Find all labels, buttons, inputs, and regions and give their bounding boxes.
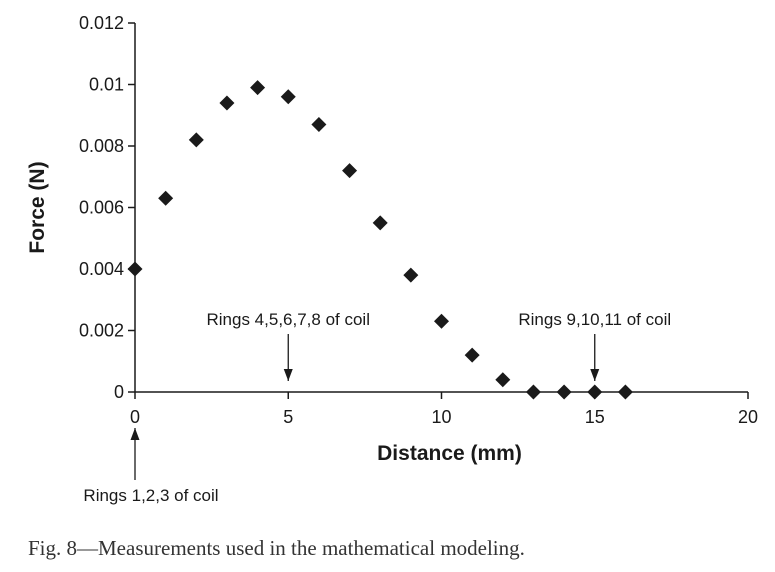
y-tick-label: 0.004	[79, 259, 124, 279]
data-point	[372, 215, 388, 231]
data-point	[280, 89, 296, 105]
data-point	[495, 372, 511, 388]
x-axis-title: Distance (mm)	[377, 442, 522, 465]
data-point	[127, 261, 143, 277]
y-tick-label: 0.006	[79, 198, 124, 218]
data-point	[464, 347, 480, 363]
data-point	[311, 116, 327, 132]
y-axis-title: Force (N)	[26, 161, 49, 253]
x-tick-label: 20	[738, 407, 758, 427]
y-tick-label: 0.008	[79, 136, 124, 156]
data-point	[219, 95, 235, 111]
annotation-arrowhead	[590, 369, 600, 381]
data-point	[434, 313, 449, 329]
x-tick-label: 5	[283, 407, 293, 427]
data-point	[158, 190, 174, 206]
x-tick-label: 15	[585, 407, 605, 427]
data-points	[127, 80, 633, 400]
axes	[134, 23, 748, 393]
y-tick-label: 0.012	[79, 13, 124, 33]
data-point	[250, 80, 266, 96]
annotation-arrowhead	[130, 428, 140, 440]
annotation-label: Rings 1,2,3 of coil	[83, 486, 218, 505]
x-tick-label: 0	[130, 407, 140, 427]
data-point	[342, 163, 358, 179]
data-point	[188, 132, 204, 148]
data-point	[587, 384, 603, 400]
y-tick-label: 0.01	[89, 75, 124, 95]
annotations: Rings 1,2,3 of coil Rings 4,5,6,7,8 of co…	[83, 310, 671, 505]
data-point	[525, 384, 541, 400]
y-tick-label: 0.002	[79, 321, 124, 341]
y-ticks: 0 0.002 0.004 0.006 0.008 0.01 0.012	[79, 13, 135, 402]
x-ticks: 0 5 10 15 20	[130, 392, 758, 427]
x-tick-label: 10	[431, 407, 451, 427]
data-point	[556, 384, 572, 400]
annotation-arrowhead	[283, 369, 293, 381]
figure-caption: Fig. 8—Measurements used in the mathemat…	[28, 536, 525, 560]
annotation-label: Rings 4,5,6,7,8 of coil	[207, 310, 370, 329]
data-point	[403, 267, 419, 283]
annotation-label: Rings 9,10,11 of coil	[518, 310, 671, 329]
y-tick-label: 0	[114, 382, 124, 402]
data-point	[617, 384, 633, 400]
